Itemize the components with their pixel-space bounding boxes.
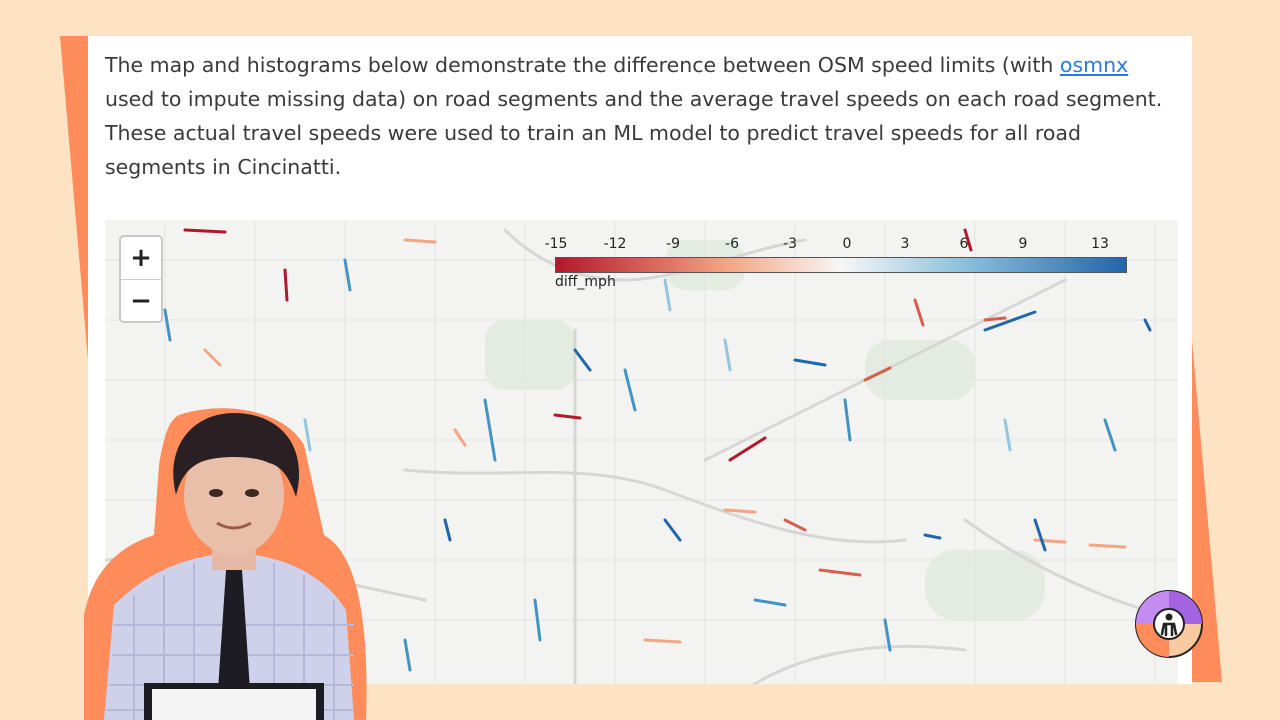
legend-tick: 6 [959,236,969,252]
plus-icon: + [130,243,152,273]
description-text-start: The map and histograms below demonstrate… [105,53,1060,77]
legend-tick: 9 [1018,236,1028,252]
osmnx-link[interactable]: osmnx [1059,53,1129,77]
legend-title: diff_mph [555,274,616,290]
presenter-photo [84,408,367,720]
legend-tick: -12 [603,236,627,252]
zoom-in-button[interactable]: + [121,237,161,280]
description-paragraph: The map and histograms below demonstrate… [105,48,1175,184]
zoom-control: + − [119,235,163,323]
legend-tick: -9 [666,236,680,252]
legend-tick: 3 [900,236,910,252]
zoom-out-button[interactable]: − [121,280,161,322]
description-text-end: used to impute missing data) on road seg… [105,87,1163,179]
minus-icon: − [130,286,152,316]
color-scale-bar [555,257,1127,273]
legend-tick: -15 [544,236,568,252]
legend-tick: 0 [842,236,852,252]
legend-tick: -6 [725,236,739,252]
person-in-circle-icon [1135,590,1203,658]
legend-tick: -3 [783,236,797,252]
color-legend: -15 -12 -9 -6 -3 0 3 6 9 13 diff_mph [543,234,1143,294]
legend-tick: 13 [1091,236,1109,252]
